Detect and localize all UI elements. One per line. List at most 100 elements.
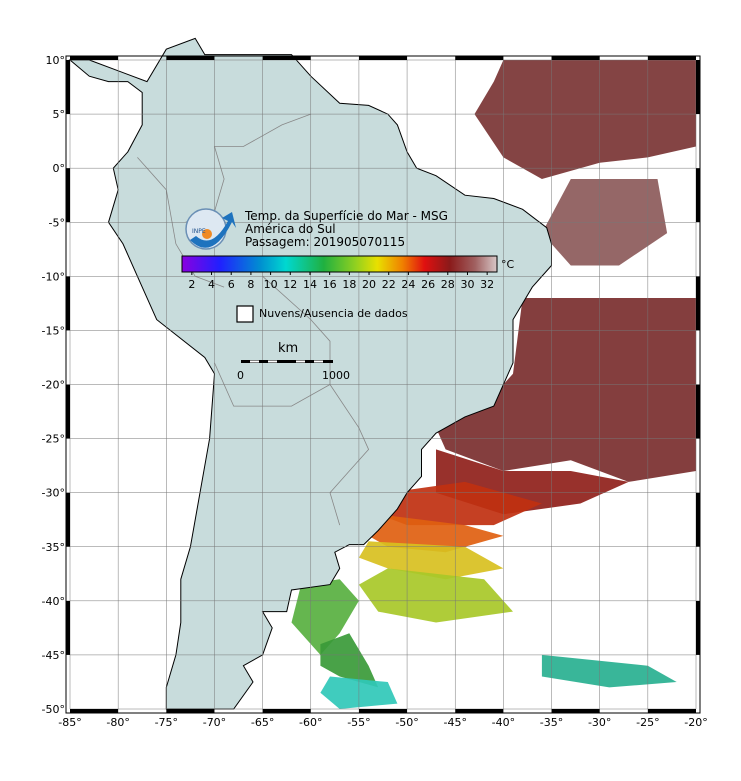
pass-time: Passagem: 201905070115 bbox=[245, 235, 405, 249]
lat-tick-label: 10° bbox=[46, 54, 66, 67]
lat-tick-label: -40° bbox=[42, 595, 65, 608]
frame-seg bbox=[70, 709, 119, 713]
colorbar-tick-label: 28 bbox=[441, 278, 455, 291]
scale-bar: km 0 1000 bbox=[237, 341, 350, 382]
lat-tick-label: -50° bbox=[42, 703, 65, 716]
frame-seg bbox=[696, 384, 700, 439]
colorbar-tick-label: 32 bbox=[480, 278, 494, 291]
frame-seg bbox=[551, 56, 600, 60]
frame-seg bbox=[66, 168, 70, 223]
colorbar: 2 4 6 8 10 12 14 16 18 20 22 24 26 28 30 32°C bbox=[181, 255, 515, 291]
sst-patch bbox=[541, 654, 677, 688]
scale-bar-seg bbox=[314, 360, 323, 363]
frame-seg bbox=[647, 56, 696, 60]
colorbar-tick-label: 10 bbox=[264, 278, 278, 291]
colorbar-unit: °C bbox=[501, 258, 515, 271]
info-layer: INPE Temp. da Superfície do Mar - MSG Am… bbox=[181, 208, 515, 382]
sst-patch bbox=[368, 514, 504, 553]
frame-layer bbox=[65, 55, 701, 714]
scale-start: 0 bbox=[237, 369, 244, 382]
lat-tick-label: -15° bbox=[42, 324, 65, 337]
frame-seg bbox=[66, 60, 70, 115]
lat-tick-label: -25° bbox=[42, 433, 65, 446]
sea-layer bbox=[291, 60, 696, 709]
lon-tick-label: -25° bbox=[636, 716, 659, 729]
border bbox=[137, 157, 225, 288]
lon-tick-label: -70° bbox=[203, 716, 226, 729]
frame-seg bbox=[358, 56, 408, 60]
frame-seg bbox=[262, 709, 311, 713]
frame-seg bbox=[696, 168, 700, 223]
lat-tick-label: -10° bbox=[42, 270, 65, 283]
frame-seg bbox=[66, 492, 70, 547]
lat-tick-label: 0° bbox=[53, 162, 66, 175]
frame-seg bbox=[166, 56, 215, 60]
sst-patch bbox=[358, 568, 513, 623]
frame-seg bbox=[70, 56, 119, 60]
frame-seg bbox=[66, 384, 70, 439]
colorbar-tick-label: 18 bbox=[342, 278, 356, 291]
lon-tick-label: -30° bbox=[588, 716, 611, 729]
lon-tick-label: -80° bbox=[106, 716, 129, 729]
logo-text: INPE bbox=[192, 228, 206, 235]
lat-tick-label: -35° bbox=[42, 541, 65, 554]
lon-tick-label: -35° bbox=[540, 716, 563, 729]
lon-tick-label: -65° bbox=[251, 716, 274, 729]
frame-seg bbox=[696, 276, 700, 331]
scale-bar-line bbox=[241, 360, 333, 363]
scale-end: 1000 bbox=[322, 369, 350, 382]
colorbar-tick-label: 4 bbox=[208, 278, 215, 291]
frame-seg bbox=[551, 709, 600, 713]
sst-patch bbox=[320, 633, 379, 688]
colorbar-tick-label: 12 bbox=[283, 278, 297, 291]
no-data-swatch bbox=[236, 305, 254, 323]
frame-seg bbox=[166, 709, 215, 713]
scale-unit: km bbox=[278, 341, 298, 356]
scale-bar-seg bbox=[268, 360, 277, 363]
sst-patch bbox=[436, 298, 696, 482]
frame-seg bbox=[66, 276, 70, 331]
colorbar-tick-label: 22 bbox=[382, 278, 396, 291]
colorbar-ramp bbox=[181, 255, 498, 273]
frame-seg bbox=[66, 600, 70, 655]
frame-seg bbox=[358, 709, 408, 713]
frame-seg bbox=[696, 492, 700, 547]
sst-patch bbox=[291, 579, 359, 655]
colorbar-tick-label: 24 bbox=[401, 278, 415, 291]
scale-bar-seg bbox=[250, 360, 259, 363]
frame-seg bbox=[696, 600, 700, 655]
title: Temp. da Superfície do Mar - MSG bbox=[244, 209, 448, 223]
frame-seg bbox=[262, 56, 311, 60]
colorbar-tick-label: 30 bbox=[460, 278, 474, 291]
colorbar-tick-label: 6 bbox=[228, 278, 235, 291]
colorbar-tick-label: 16 bbox=[323, 278, 337, 291]
frame-seg bbox=[455, 709, 504, 713]
frame-seg bbox=[647, 709, 696, 713]
lon-tick-label: -20° bbox=[684, 716, 707, 729]
lon-tick-label: -40° bbox=[492, 716, 515, 729]
colorbar-tick-label: 8 bbox=[247, 278, 254, 291]
lat-tick-label: -30° bbox=[42, 487, 65, 500]
inpe-logo: INPE bbox=[185, 208, 236, 250]
colorbar-tick-label: 26 bbox=[421, 278, 435, 291]
region: América do Sul bbox=[245, 222, 336, 236]
colorbar-tick-label: 20 bbox=[362, 278, 376, 291]
frame-seg bbox=[696, 60, 700, 115]
colorbar-tick-label: 2 bbox=[188, 278, 195, 291]
lon-tick-label: -75° bbox=[155, 716, 178, 729]
lat-tick-label: -45° bbox=[42, 649, 65, 662]
colorbar-tick-label: 14 bbox=[303, 278, 317, 291]
sst-patch bbox=[474, 60, 696, 179]
lat-tick-label: 5° bbox=[53, 108, 66, 121]
lon-tick-label: -60° bbox=[299, 716, 322, 729]
lon-tick-label: -85° bbox=[58, 716, 81, 729]
logo-arrow bbox=[190, 212, 236, 248]
lat-tick-label: -5° bbox=[49, 216, 65, 229]
logo-dot bbox=[202, 229, 212, 239]
no-data-label: Nuvens/Ausencia de dados bbox=[259, 307, 408, 320]
frame-seg bbox=[455, 56, 504, 60]
lon-tick-label: -55° bbox=[347, 716, 370, 729]
lon-tick-label: -45° bbox=[443, 716, 466, 729]
lat-tick-label: -20° bbox=[42, 379, 65, 392]
